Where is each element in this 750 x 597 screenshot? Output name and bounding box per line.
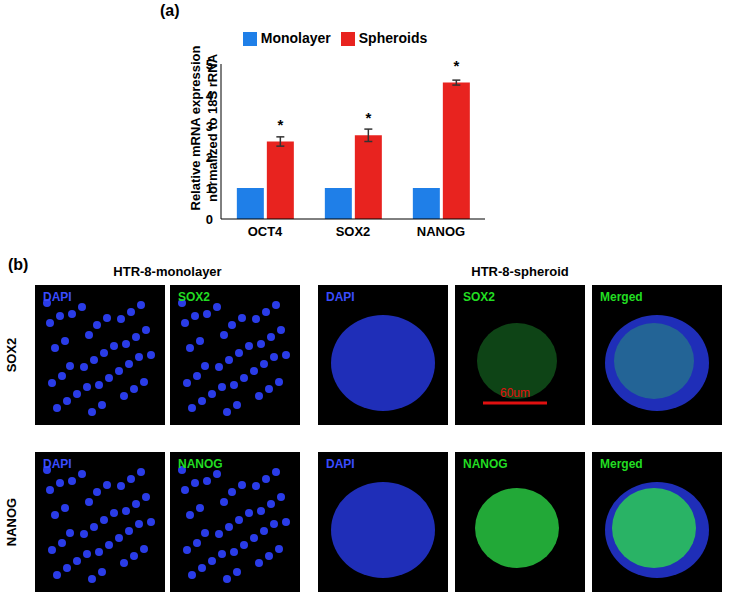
svg-text:SOX2: SOX2 — [463, 290, 495, 304]
svg-text:*: * — [365, 109, 371, 126]
svg-text:DAPI: DAPI — [43, 457, 72, 471]
svg-text:SOX2: SOX2 — [178, 290, 210, 304]
svg-text:2: 2 — [206, 150, 213, 165]
svg-text:NANOG: NANOG — [417, 224, 465, 239]
svg-text:4: 4 — [206, 88, 214, 103]
svg-text:DAPI: DAPI — [326, 457, 355, 471]
svg-text:60um: 60um — [500, 386, 530, 400]
svg-text:NANOG: NANOG — [463, 457, 508, 471]
svg-text:*: * — [453, 57, 459, 74]
svg-text:5: 5 — [206, 57, 213, 72]
svg-text:NANOG: NANOG — [178, 457, 223, 471]
svg-text:SOX2: SOX2 — [336, 224, 371, 239]
svg-text:OCT4: OCT4 — [248, 224, 283, 239]
svg-text:DAPI: DAPI — [326, 290, 355, 304]
svg-text:Merged: Merged — [600, 290, 643, 304]
svg-text:3: 3 — [206, 119, 213, 134]
svg-text:DAPI: DAPI — [43, 290, 72, 304]
svg-text:0: 0 — [206, 212, 213, 227]
svg-text:*: * — [277, 116, 283, 133]
svg-text:Merged: Merged — [600, 457, 643, 471]
svg-text:1: 1 — [206, 181, 213, 196]
